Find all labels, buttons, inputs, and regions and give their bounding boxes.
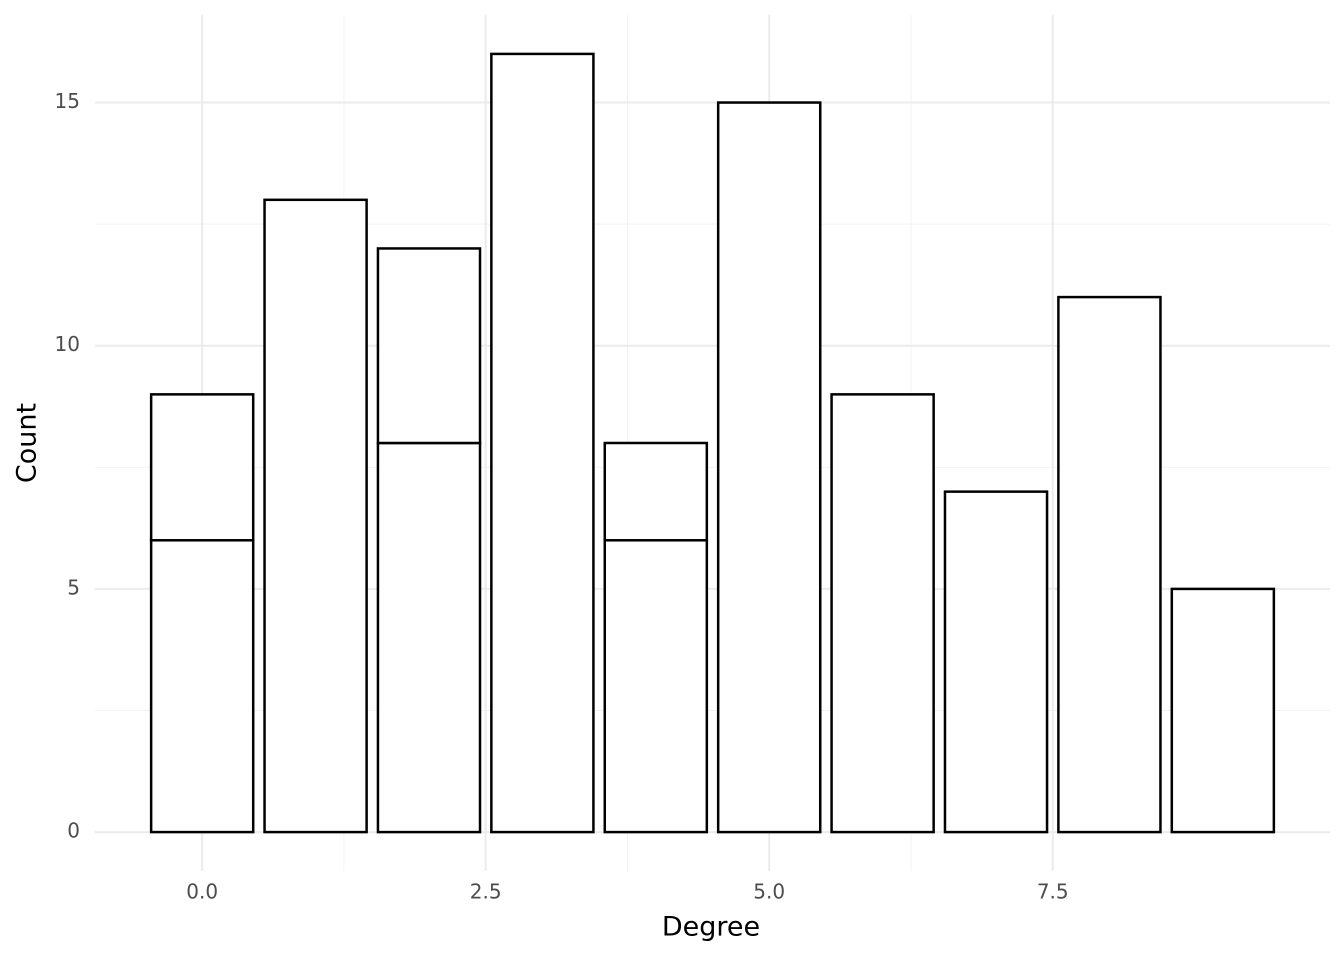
bar-segment — [716, 101, 822, 834]
x-axis-title: Degree — [662, 912, 760, 943]
x-tick-label: 0.0 — [186, 880, 218, 904]
x-tick-label: 2.5 — [470, 880, 502, 904]
bar-segment — [830, 393, 935, 834]
y-axis-title: Count — [12, 403, 43, 483]
bar-segment — [1170, 587, 1276, 834]
bar-segment — [490, 52, 595, 834]
y-tick-label: 10 — [55, 332, 80, 356]
bar-segment — [1057, 295, 1162, 834]
y-tick-label: 5 — [67, 575, 80, 599]
bar-segment — [943, 490, 1049, 834]
bar-segment — [263, 198, 368, 834]
bar-segment — [603, 539, 709, 834]
bar-segment — [149, 539, 255, 834]
y-tick-label: 0 — [67, 819, 80, 843]
bar-segment — [603, 441, 709, 542]
x-tick-label: 7.5 — [1037, 880, 1069, 904]
y-tick-label: 15 — [55, 89, 80, 113]
bar-segment — [376, 247, 482, 445]
x-tick-label: 5.0 — [753, 880, 785, 904]
bar-segment — [376, 441, 482, 834]
bar-segment — [149, 393, 255, 542]
